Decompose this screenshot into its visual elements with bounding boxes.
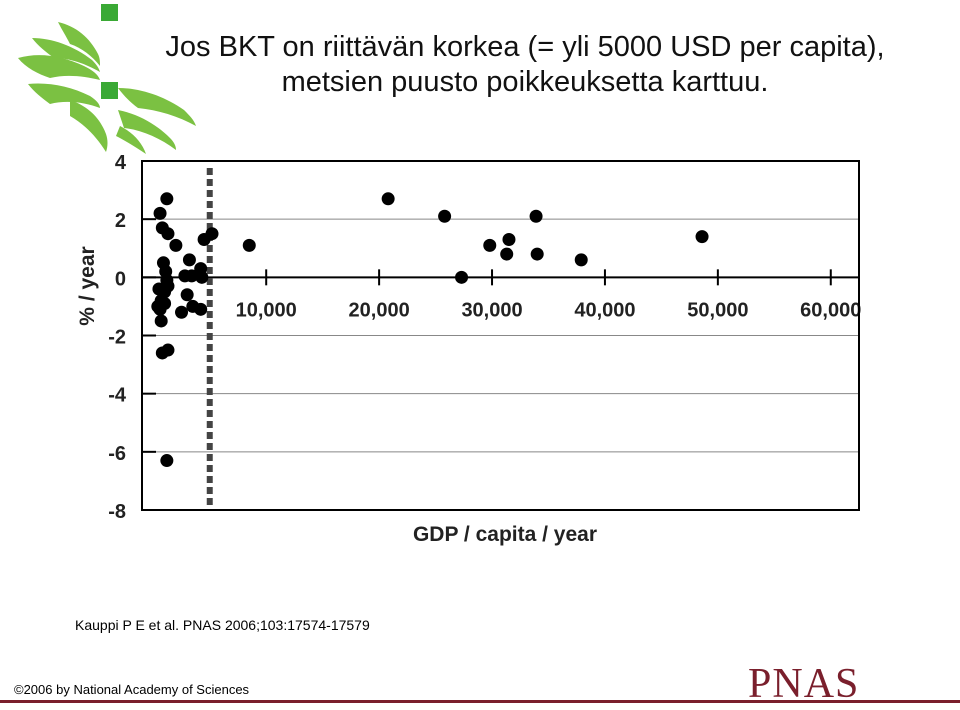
data-points [151, 192, 709, 468]
data-point [195, 270, 209, 284]
slide-title: Jos BKT on riittävän korkea (= yli 5000 … [100, 30, 950, 100]
x-tick-label: 30,000 [461, 299, 522, 321]
data-point [529, 209, 543, 223]
logo-square-top [101, 4, 118, 21]
x-tick-label: 40,000 [574, 299, 635, 321]
y-axis-label: % / year [76, 246, 99, 325]
copyright-notice: ©2006 by National Academy of Sciences [14, 682, 250, 697]
grid-lines [142, 160, 859, 511]
data-point [160, 454, 174, 468]
university-flame-logo [18, 4, 196, 154]
data-point [153, 206, 167, 220]
data-point [438, 209, 452, 223]
y-tick-label: 2 [115, 210, 126, 232]
data-point [161, 343, 175, 357]
data-point [169, 238, 183, 252]
data-point [182, 253, 196, 267]
y-axis: 4 2 0 -2 -4 -6 -8 [108, 152, 156, 523]
y-tick-label: -8 [108, 501, 126, 523]
logo-square-middle [101, 82, 118, 99]
data-point [205, 227, 219, 241]
data-point [530, 247, 544, 261]
scatter-chart: 4 2 0 -2 -4 -6 -8 10,000 20,000 30,000 40,000 50,0… [76, 152, 861, 546]
data-point [154, 314, 168, 328]
title-line-1: Jos BKT on riittävän korkea (= yli 5000 … [165, 31, 885, 63]
flame-icon [18, 22, 196, 154]
data-point [695, 230, 709, 244]
x-tick-label: 50,000 [687, 299, 748, 321]
x-tick-label: 20,000 [349, 299, 410, 321]
y-tick-label: -2 [108, 327, 126, 349]
data-point [180, 288, 194, 302]
data-point [161, 227, 175, 241]
x-tick-label: 10,000 [236, 299, 297, 321]
data-point [160, 192, 174, 206]
data-point [502, 233, 516, 247]
data-point [194, 302, 208, 316]
data-point [381, 192, 395, 206]
y-tick-label: -6 [108, 443, 126, 465]
data-point [455, 270, 469, 284]
x-axis: 10,000 20,000 30,000 40,000 50,000 60,000 [142, 269, 861, 321]
y-tick-label: 4 [115, 152, 127, 174]
citation: Kauppi P E et al. PNAS 2006;103:17574-17… [75, 617, 370, 633]
y-tick-label: 0 [115, 268, 126, 290]
data-point [175, 305, 189, 319]
data-point [574, 253, 588, 267]
x-tick-label: 60,000 [800, 299, 861, 321]
title-line-2: metsien puusto poikkeuksetta karttuu. [281, 66, 769, 98]
plot-area-frame [141, 160, 860, 511]
x-axis-label: GDP / capita / year [413, 523, 597, 546]
footer-rule [0, 700, 960, 703]
data-point [151, 299, 165, 313]
data-point [185, 269, 199, 283]
pnas-logo: PNAS [748, 661, 860, 707]
y-tick-label: -4 [108, 385, 127, 407]
data-point [483, 238, 497, 252]
data-point [242, 238, 256, 252]
data-point [500, 247, 514, 261]
